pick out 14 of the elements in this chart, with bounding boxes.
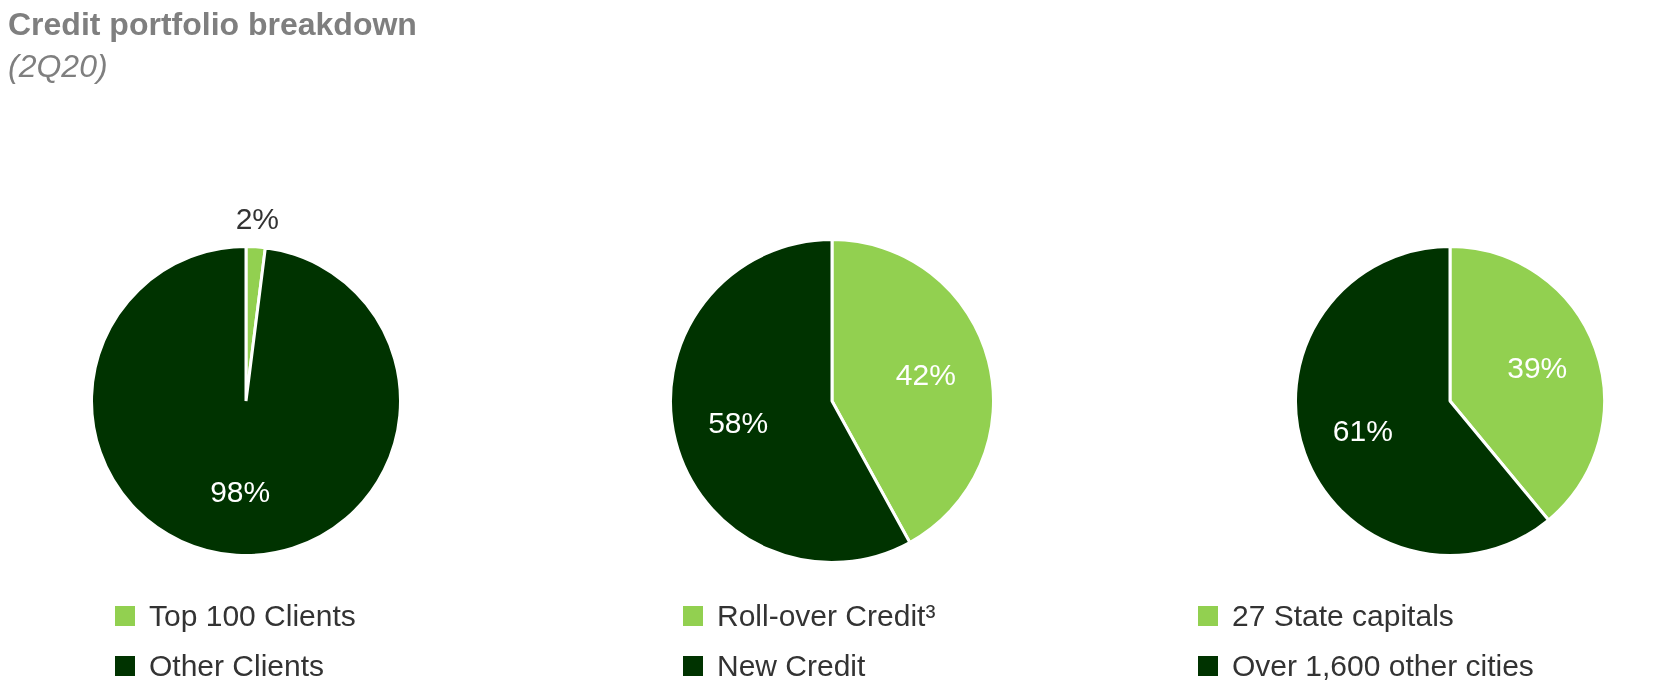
- legend-label: Roll-over Credit³: [717, 599, 936, 633]
- data-label: 39%: [1507, 350, 1568, 384]
- data-label: 2%: [235, 202, 280, 236]
- data-label: 98%: [210, 474, 271, 508]
- chart-subtitle: (2Q20): [8, 48, 108, 85]
- data-label: 58%: [708, 406, 769, 440]
- legend-label: 27 State capitals: [1232, 599, 1454, 633]
- data-label: 61%: [1332, 413, 1393, 447]
- chart-title: Credit portfolio breakdown: [8, 6, 417, 43]
- legend-label: Over 1,600 other cities: [1232, 649, 1534, 683]
- legend-label: Other Clients: [149, 649, 325, 683]
- legend-label: New Credit: [717, 649, 866, 683]
- data-label: 42%: [895, 358, 956, 392]
- legend-label: Top 100 Clients: [149, 599, 356, 633]
